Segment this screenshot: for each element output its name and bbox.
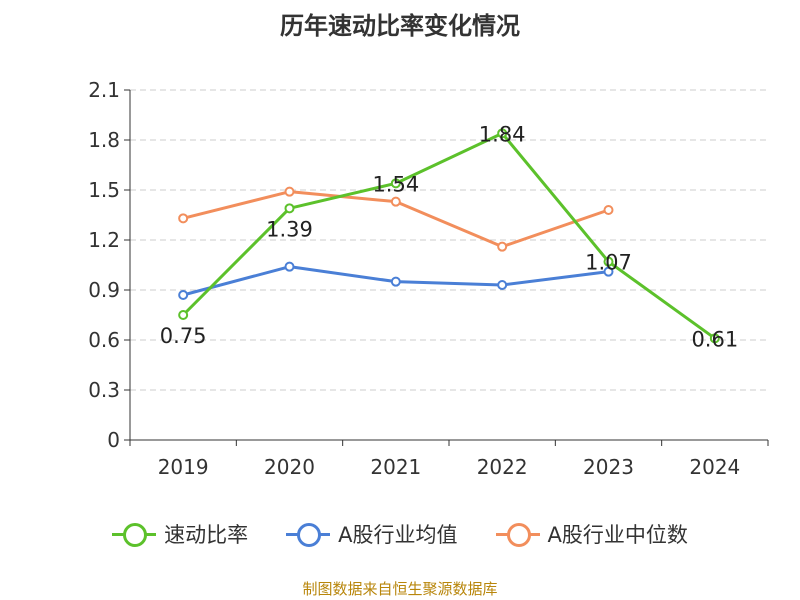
data-labels: 0.75 1.39 1.54 1.84 1.07 0.61 (160, 122, 738, 351)
data-point (603, 266, 614, 277)
data-point (603, 256, 614, 267)
y-tick-label: 0.3 (88, 378, 120, 402)
y-tick-label: 1.5 (88, 178, 120, 202)
legend-dot (506, 523, 531, 547)
x-tick-label: 2024 (689, 455, 740, 479)
data-label: 1.84 (479, 122, 526, 146)
x-tick-label: 2020 (264, 455, 315, 479)
data-point (178, 290, 189, 300)
data-point (284, 186, 295, 197)
x-tick-label: 2019 (158, 455, 209, 479)
y-tick-label: 0.6 (88, 328, 120, 352)
legend-item-quick-ratio[interactable]: 速动比率 (112, 519, 248, 549)
data-point (497, 241, 508, 252)
x-tick-label: 2022 (477, 455, 528, 479)
data-point (390, 178, 401, 189)
x-tick-label: 2021 (370, 455, 421, 479)
data-point (709, 333, 720, 344)
source-note: 制图数据来自恒生聚源数据库 (302, 580, 498, 598)
y-tick-label: 0.9 (88, 278, 120, 302)
data-point (497, 128, 508, 139)
data-point (284, 203, 295, 214)
series-lines (178, 128, 720, 344)
data-point (178, 213, 189, 224)
y-tick-label: 1.8 (88, 128, 120, 152)
legend-label: 速动比率 (164, 523, 249, 547)
legend-dot (123, 523, 148, 547)
data-point (603, 205, 614, 215)
series-line-0 (182, 131, 716, 340)
data-point (497, 280, 508, 290)
data-point (284, 261, 295, 272)
x-tick-label: 2023 (583, 455, 634, 479)
legend: 速动比率 A股行业均值 A股行业中位数 (0, 519, 800, 549)
legend-item-industry-mean[interactable]: A股行业均值 (286, 519, 458, 549)
data-label: 1.39 (266, 217, 313, 241)
axes: 0 0.3 0.6 0.9 1.2 1.5 1.8 2.1 2019 2020 2021 2022 20… (88, 78, 769, 479)
legend-dot (297, 523, 322, 547)
data-label: 0.75 (160, 324, 207, 348)
data-point (178, 310, 189, 320)
chart-title: 历年速动比率变化情况 (280, 12, 520, 40)
y-tick-label: 2.1 (88, 78, 120, 102)
data-point (390, 196, 401, 207)
data-point (390, 276, 401, 287)
legend-label: A股行业均值 (338, 523, 458, 547)
grid-lines (130, 89, 768, 391)
legend-item-industry-median[interactable]: A股行业中位数 (495, 519, 688, 549)
legend-symbol-quick-ratio (112, 522, 157, 547)
legend-symbol-industry-median (495, 522, 540, 547)
legend-label: A股行业中位数 (547, 523, 688, 547)
data-label: 1.07 (585, 251, 632, 275)
data-label: 1.54 (372, 172, 419, 196)
y-tick-label: 0 (107, 428, 120, 452)
y-tick-label: 1.2 (88, 228, 120, 252)
data-label: 0.61 (691, 327, 738, 351)
legend-symbol-industry-mean (286, 522, 331, 547)
